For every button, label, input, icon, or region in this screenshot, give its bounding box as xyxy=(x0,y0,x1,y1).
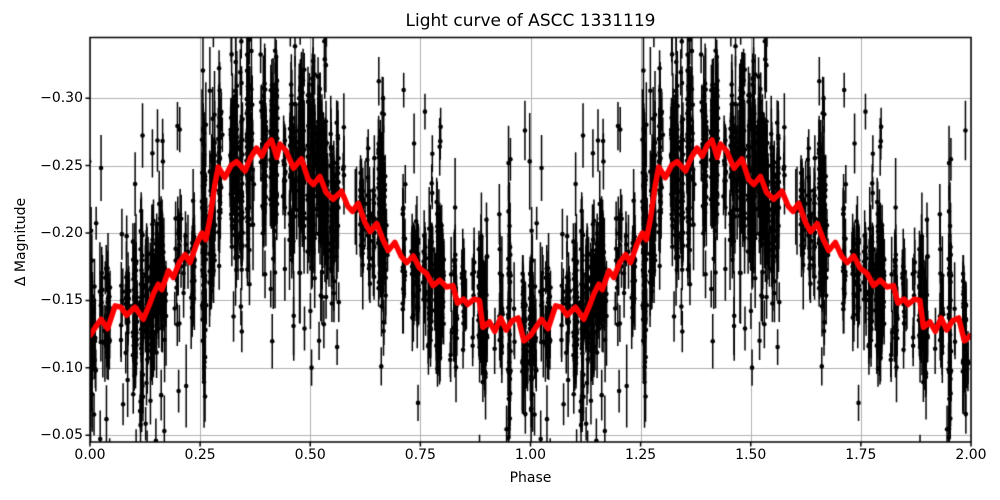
chart-title: Light curve of ASCC 1331119 xyxy=(405,11,656,31)
y-tick-label: −0.25 xyxy=(40,157,83,174)
y-tick-label: −0.10 xyxy=(40,359,83,376)
y-tick-label: −0.30 xyxy=(40,90,83,107)
y-tick-label: −0.15 xyxy=(40,292,83,309)
y-tick-label: −0.05 xyxy=(40,427,83,444)
x-tick-label: 0.75 xyxy=(404,447,436,463)
x-tick-label: 1.75 xyxy=(845,447,877,463)
x-tick-label: 1.00 xyxy=(514,447,547,463)
x-tick-label: 1.25 xyxy=(625,447,657,463)
x-axis-label: Phase xyxy=(509,470,552,486)
x-tick-label: 0.00 xyxy=(74,447,106,463)
x-tick-label: 2.00 xyxy=(955,447,987,463)
y-axis-label: Δ Magnitude xyxy=(13,197,29,287)
x-tick-label: 0.25 xyxy=(184,447,216,463)
x-tick-label: 0.50 xyxy=(294,447,326,463)
x-tick-label: 1.50 xyxy=(735,447,767,463)
y-tick-label: −0.20 xyxy=(40,225,83,241)
